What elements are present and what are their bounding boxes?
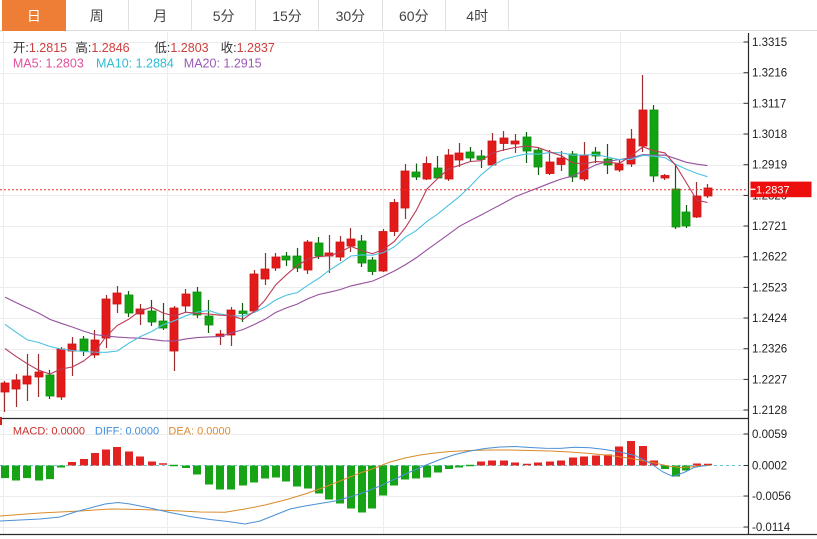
svg-text:1.2622: 1.2622 <box>752 252 787 264</box>
svg-text:MACD: 0.0000: MACD: 0.0000 <box>13 426 85 438</box>
svg-text:高:1.2846: 高:1.2846 <box>75 40 129 55</box>
svg-text:1.2721: 1.2721 <box>752 221 787 233</box>
svg-text:MA10: 1.2884: MA10: 1.2884 <box>96 57 174 71</box>
svg-text:开:1.2815: 开:1.2815 <box>13 41 67 55</box>
svg-text:DEA: 0.0000: DEA: 0.0000 <box>168 426 230 438</box>
svg-text:1.2424: 1.2424 <box>752 313 788 325</box>
svg-text:DIFF: 0.0000: DIFF: 0.0000 <box>95 426 159 438</box>
svg-text:-0.0056: -0.0056 <box>752 491 791 503</box>
svg-text:1.3018: 1.3018 <box>752 129 787 141</box>
svg-text:1.2128: 1.2128 <box>752 405 787 417</box>
svg-text:1.2523: 1.2523 <box>752 282 787 294</box>
svg-text:MA5: 1.2803: MA5: 1.2803 <box>13 57 84 71</box>
svg-text:1.3216: 1.3216 <box>752 68 787 80</box>
svg-text:低:1.2803: 低:1.2803 <box>154 41 208 55</box>
svg-text:1.2919: 1.2919 <box>752 160 787 172</box>
svg-text:收:1.2837: 收:1.2837 <box>221 41 275 55</box>
svg-text:-0.0114: -0.0114 <box>752 522 791 534</box>
svg-text:1.2227: 1.2227 <box>752 374 787 386</box>
svg-text:0.0002: 0.0002 <box>752 461 787 473</box>
svg-text:MA20: 1.2915: MA20: 1.2915 <box>184 57 262 71</box>
svg-text:0.0059: 0.0059 <box>752 429 787 441</box>
svg-text:1.2837: 1.2837 <box>756 185 790 197</box>
svg-text:1.3315: 1.3315 <box>752 37 787 49</box>
svg-text:1.2326: 1.2326 <box>752 344 787 356</box>
svg-text:1.3117: 1.3117 <box>752 98 786 110</box>
